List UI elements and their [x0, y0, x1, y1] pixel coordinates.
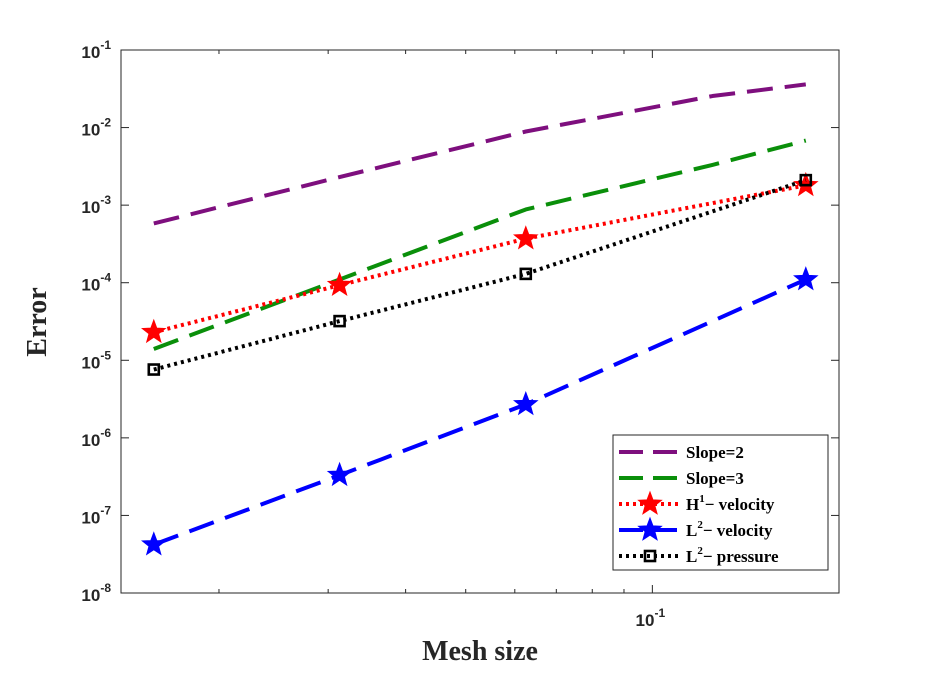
data-point-l2-velocity: [513, 390, 539, 416]
y-tick-label: 10-8: [81, 581, 111, 605]
series-line-slope-2: [153, 82, 807, 226]
legend-entry-h1-velocity: H1− velocity: [619, 490, 775, 515]
y-tick-label: 10-2: [81, 116, 111, 140]
legend: Slope=2 Slope=3 H1− velocity L2− velocity L2…: [612, 434, 829, 571]
legend-entry-l2-pressure: L2− pressure: [619, 545, 779, 566]
series-slope-2: [153, 82, 807, 226]
legend-label: L2− velocity: [686, 519, 773, 540]
x-tick-label: 10-1: [636, 606, 666, 630]
data-point-l2-pressure: [799, 173, 813, 187]
plot-frame: [120, 49, 840, 594]
y-tick-label: 10-1: [81, 38, 111, 62]
series-l2-velocity: [141, 266, 819, 556]
data-point-l2-pressure: [333, 314, 346, 328]
y-tick-label: 10-6: [81, 426, 111, 450]
y-tick-label: 10-4: [81, 271, 111, 295]
legend-entry-l2-velocity: L2− velocity: [619, 516, 773, 541]
x-axis-label: Mesh size: [422, 636, 538, 667]
data-point-h1-velocity: [326, 271, 353, 297]
legend-entry-slope-2: Slope=2: [619, 443, 744, 462]
data-point-l2-pressure: [147, 363, 161, 376]
legend-marker: [637, 490, 663, 515]
data-point-l2-velocity: [141, 531, 167, 556]
series-line-l2-pressure: [153, 178, 807, 372]
ticks-layer: 10-8 10-7 10-6 10-5 10-4 10-3 10-2 10-1 10-1: [81, 38, 840, 630]
data-point-l2-velocity: [793, 266, 819, 291]
legend-marker: [643, 549, 657, 563]
legend-label: Slope=2: [686, 443, 744, 462]
series-line-l2-velocity: [153, 277, 807, 547]
legend-label: H1− velocity: [686, 493, 775, 514]
data-point-h1-velocity: [513, 225, 539, 250]
data-point-h1-velocity: [141, 318, 167, 344]
series-l2-pressure: [147, 173, 813, 376]
legend-label: Slope=3: [686, 469, 744, 488]
series-layer: [141, 82, 819, 556]
series-line-h1-velocity: [153, 183, 807, 335]
y-tick-label: 10-5: [81, 348, 111, 372]
y-tick-label: 10-7: [81, 503, 111, 527]
y-tick-label: 10-3: [81, 193, 111, 217]
legend-marker: [637, 516, 663, 541]
data-point-l2-pressure: [519, 267, 533, 281]
legend-entry-slope-3: Slope=3: [619, 469, 744, 488]
data-point-l2-velocity: [326, 461, 353, 487]
y-axis-label: Error: [22, 287, 53, 356]
legend-label: L2− pressure: [686, 545, 779, 566]
